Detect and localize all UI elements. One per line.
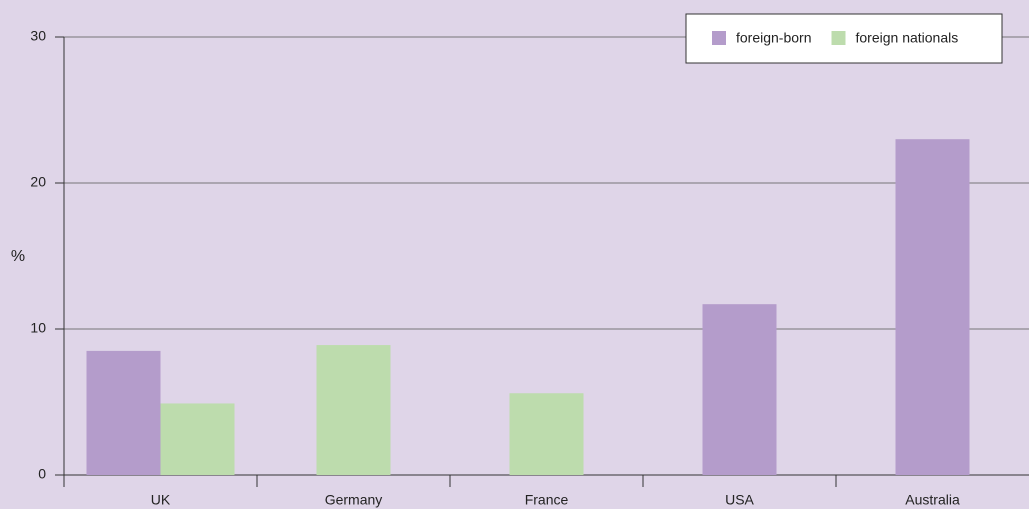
y-tick-label: 0 bbox=[38, 466, 46, 482]
x-tick-label: Australia bbox=[905, 492, 960, 508]
x-tick-label: Germany bbox=[325, 492, 383, 508]
bar bbox=[895, 139, 970, 475]
x-tick-label: UK bbox=[151, 492, 171, 508]
y-axis-label: % bbox=[11, 248, 25, 265]
y-tick-label: 10 bbox=[30, 320, 46, 336]
x-tick-label: France bbox=[525, 492, 569, 508]
bar bbox=[160, 403, 235, 475]
legend-swatch bbox=[712, 31, 726, 45]
y-tick-label: 20 bbox=[30, 174, 46, 190]
legend-label: foreign-born bbox=[736, 30, 812, 46]
legend-label: foreign nationals bbox=[856, 30, 959, 46]
legend-swatch bbox=[831, 31, 846, 45]
x-tick-label: USA bbox=[725, 492, 754, 508]
bar bbox=[509, 393, 584, 475]
bar bbox=[86, 350, 161, 475]
bar bbox=[702, 304, 777, 475]
y-tick-label: 30 bbox=[30, 28, 46, 44]
bar bbox=[316, 345, 391, 475]
